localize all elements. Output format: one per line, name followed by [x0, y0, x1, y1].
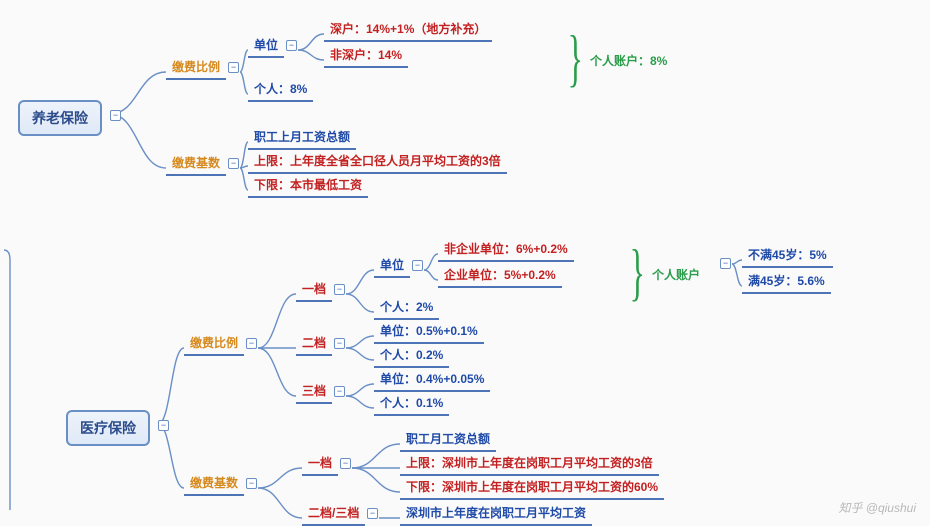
node-t1_gr[interactable]: 个人：2%	[374, 296, 439, 320]
node-bt1_a[interactable]: 职工月工资总额	[400, 428, 496, 452]
node-bt23_a[interactable]: 深圳市上年度在岗职工月平均工资	[400, 502, 592, 526]
watermark: 知乎 @qiushui	[838, 499, 916, 516]
annotation-3: 个人账户	[652, 266, 700, 283]
toggle-bt1[interactable]: −	[340, 458, 351, 469]
toggle-n_dw1[interactable]: −	[286, 40, 297, 51]
node-b2[interactable]: 缴费基数	[166, 152, 226, 176]
toggle-b2[interactable]: −	[228, 158, 239, 169]
node-n_sx[interactable]: 上限：上年度全省全口径人员月平均工资的3倍	[248, 150, 507, 174]
node-t3_dw[interactable]: 单位：0.4%+0.05%	[374, 368, 490, 392]
toggle-b1[interactable]: −	[228, 62, 239, 73]
node-bt1_c[interactable]: 下限：深圳市上年度在岗职工月平均工资的60%	[400, 476, 664, 500]
node-b4[interactable]: 缴费基数	[184, 472, 244, 496]
annotation-1: 个人账户：8%	[590, 52, 667, 69]
node-n_jz[interactable]: 职工上月工资总额	[248, 126, 356, 150]
toggle-t1[interactable]: −	[334, 284, 345, 295]
node-t2_gr[interactable]: 个人：0.2%	[374, 344, 449, 368]
root-r1[interactable]: 养老保险	[18, 100, 102, 136]
node-t2_dw[interactable]: 单位：0.5%+0.1%	[374, 320, 484, 344]
node-t1[interactable]: 一档	[296, 278, 332, 302]
brace-0: }	[568, 26, 583, 90]
node-t3[interactable]: 三档	[296, 380, 332, 404]
toggle-r2[interactable]: −	[158, 420, 169, 431]
node-t1_qy[interactable]: 企业单位：5%+0.2%	[438, 264, 562, 288]
toggle-t1_dw[interactable]: −	[412, 260, 423, 271]
node-s2[interactable]: 满45岁：5.6%	[742, 270, 831, 294]
root-r2[interactable]: 医疗保险	[66, 410, 150, 446]
node-n_fsh[interactable]: 非深户：14%	[324, 44, 408, 68]
node-bt1_b[interactable]: 上限：深圳市上年度在岗职工月平均工资的3倍	[400, 452, 659, 476]
node-n_xx[interactable]: 下限：本市最低工资	[248, 174, 368, 198]
node-n_gr1[interactable]: 个人：8%	[248, 78, 313, 102]
node-n_dw1[interactable]: 单位	[248, 34, 284, 58]
toggle-t3[interactable]: −	[334, 386, 345, 397]
node-t1_fqy[interactable]: 非企业单位：6%+0.2%	[438, 238, 574, 262]
node-s1[interactable]: 不满45岁：5%	[742, 244, 833, 268]
node-t2[interactable]: 二档	[296, 332, 332, 356]
brace-2: }	[630, 240, 645, 304]
toggle-side-0[interactable]: −	[720, 258, 731, 269]
node-bt23[interactable]: 二档/三档	[302, 502, 365, 526]
toggle-r1[interactable]: −	[110, 110, 121, 121]
node-b1[interactable]: 缴费比例	[166, 56, 226, 80]
node-n_sh[interactable]: 深户：14%+1%（地方补充）	[324, 18, 492, 42]
node-b3[interactable]: 缴费比例	[184, 332, 244, 356]
toggle-bt23[interactable]: −	[367, 508, 378, 519]
toggle-b4[interactable]: −	[246, 478, 257, 489]
node-t1_dw[interactable]: 单位	[374, 254, 410, 278]
node-bt1[interactable]: 一档	[302, 452, 338, 476]
node-t3_gr[interactable]: 个人：0.1%	[374, 392, 449, 416]
toggle-t2[interactable]: −	[334, 338, 345, 349]
toggle-b3[interactable]: −	[246, 338, 257, 349]
